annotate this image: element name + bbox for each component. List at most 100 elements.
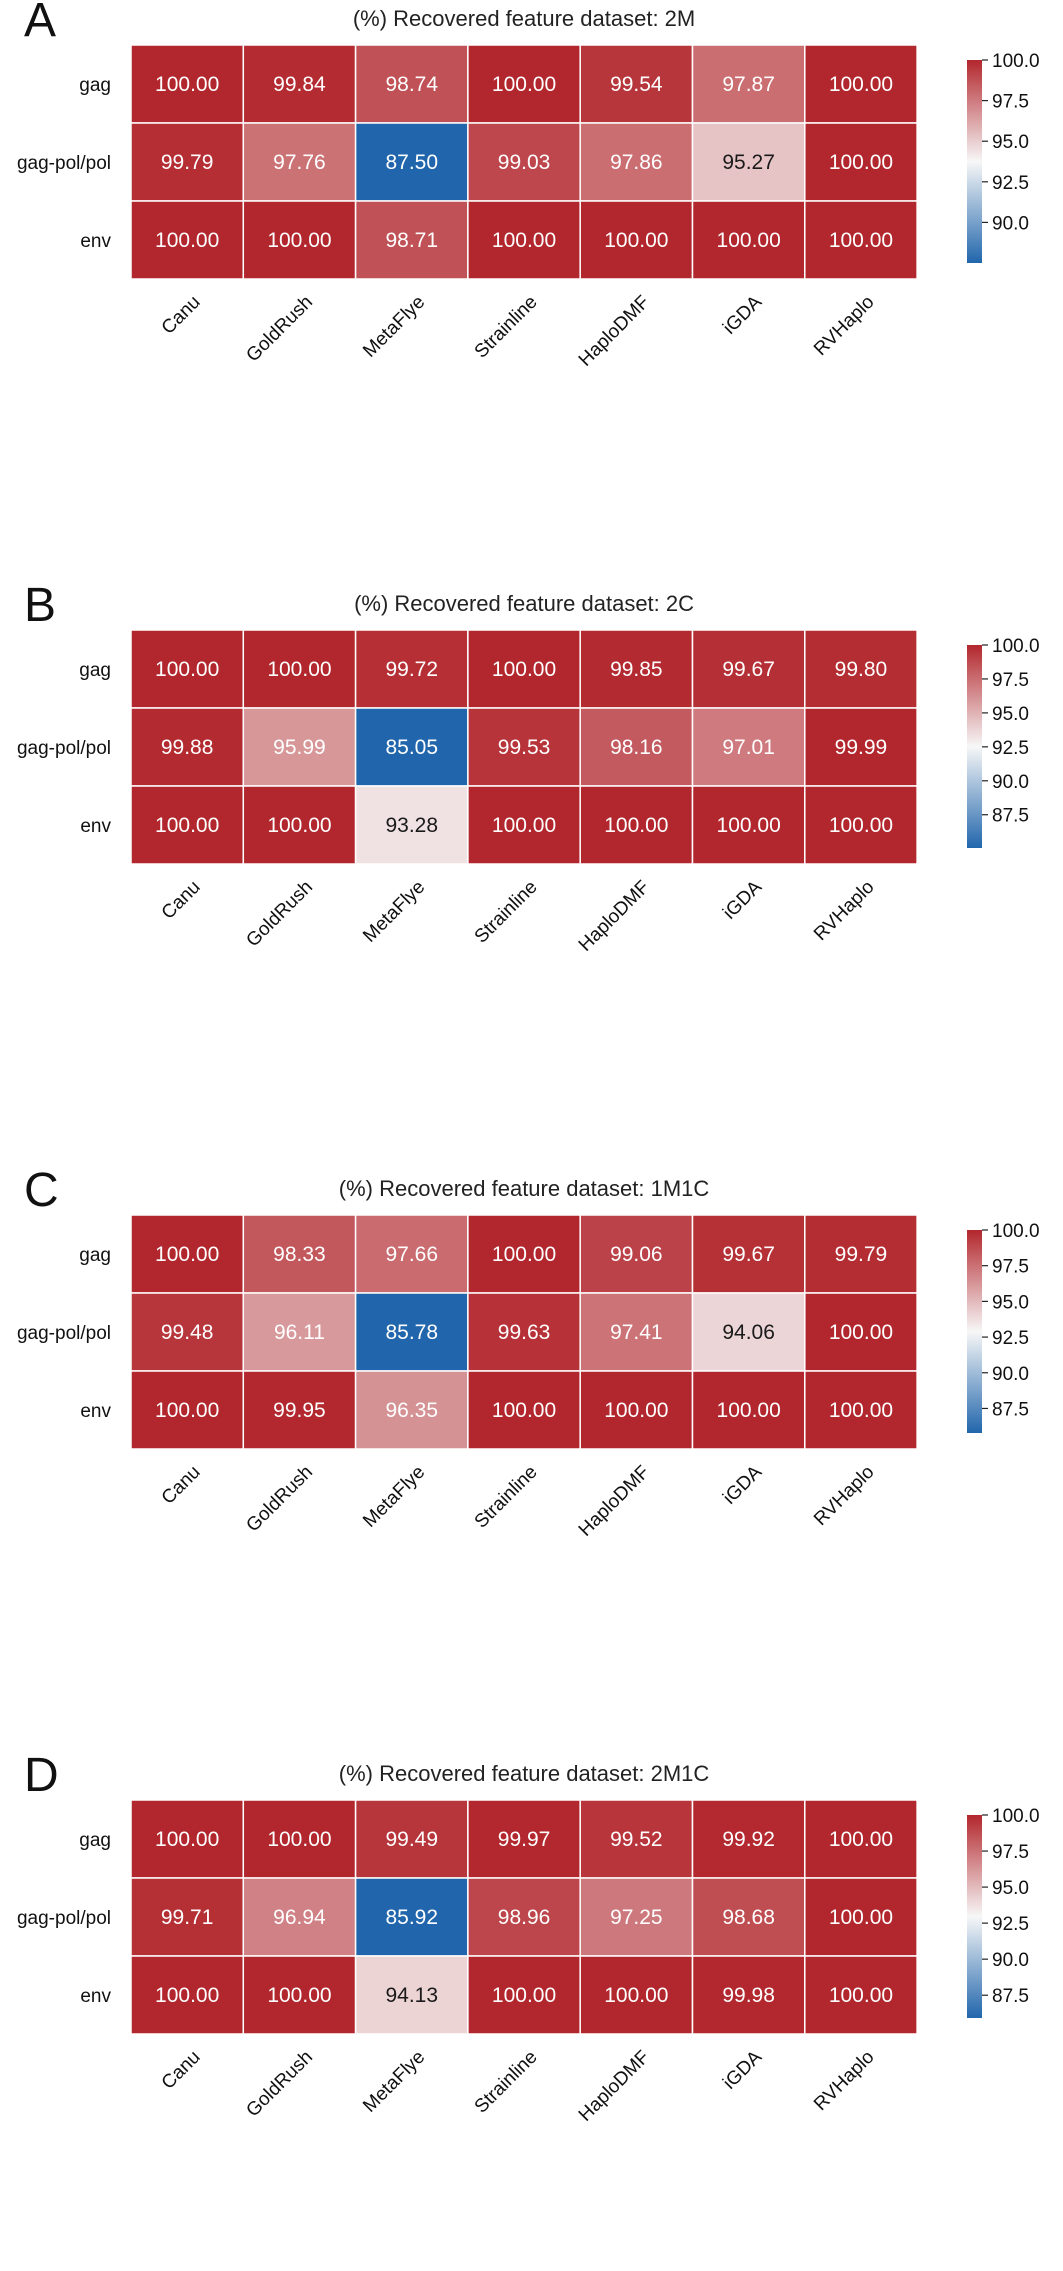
cell-value-label: 100.00 — [492, 73, 556, 96]
heatmap-cell — [354, 629, 469, 709]
heatmap-cell — [691, 44, 806, 124]
column-label: iGDA — [719, 1461, 766, 1508]
heatmap-cell — [691, 200, 806, 280]
panel-label: B — [24, 579, 56, 632]
colorbar-tick-label: 95.0 — [992, 704, 1029, 725]
colorbar-tick-label: 87.5 — [992, 1986, 1029, 2007]
cell-value-label: 97.25 — [610, 1906, 663, 1929]
heatmap-cell — [579, 1877, 694, 1957]
cell-value-label: 100.00 — [492, 1399, 556, 1422]
cell-value-label: 100.00 — [829, 229, 893, 252]
row-label: gag — [79, 1830, 111, 1851]
column-label: Strainline — [471, 877, 542, 948]
heatmap-cell — [242, 200, 357, 280]
cell-value-label: 85.05 — [385, 736, 438, 759]
heatmap-panel-d: D (%) Recovered feature dataset: 2M1C 100.… — [17, 1749, 1040, 2126]
colorbar-tick-label: 92.5 — [992, 738, 1029, 759]
cell-value-label: 99.67 — [722, 658, 775, 681]
cell-value-label: 99.63 — [498, 1321, 551, 1344]
cell-value-label: 99.80 — [835, 658, 888, 681]
cell-value-label: 94.13 — [385, 1984, 438, 2007]
cell-value-label: 100.00 — [829, 73, 893, 96]
heatmap-cell — [242, 44, 357, 124]
cell-value-label: 85.92 — [385, 1906, 438, 1929]
heatmap-cell — [467, 1799, 581, 1879]
column-label: MetaFlye — [359, 292, 429, 362]
colorbar-tick-label: 100.0 — [992, 1221, 1040, 1242]
colorbar-tick-label: 100.0 — [992, 1806, 1040, 1827]
row-label: gag-pol/pol — [17, 153, 111, 174]
cell-value-label: 96.35 — [385, 1399, 438, 1422]
colorbar — [967, 1230, 982, 1433]
row-label: gag — [79, 75, 111, 96]
cell-value-label: 98.96 — [498, 1906, 551, 1929]
heatmap-cell — [467, 785, 581, 865]
cell-value-label: 100.00 — [155, 73, 219, 96]
heatmap-cell — [467, 1214, 581, 1294]
colorbar-tick-label: 97.5 — [992, 1842, 1029, 1863]
column-label: Strainline — [471, 292, 542, 363]
colorbar-tick-label: 92.5 — [992, 1328, 1029, 1349]
cell-value-label: 100.00 — [155, 1984, 219, 2007]
heatmap-cell — [804, 785, 918, 865]
cell-value-label: 100.00 — [604, 814, 668, 837]
heatmap-cell — [242, 707, 357, 787]
heatmap-cell — [467, 629, 581, 709]
heatmap-cell — [579, 1370, 694, 1450]
cell-value-label: 99.85 — [610, 658, 663, 681]
cell-value-label: 99.03 — [498, 151, 551, 174]
cell-value-label: 99.71 — [161, 1906, 214, 1929]
cell-value-label: 99.98 — [722, 1984, 775, 2007]
heatmap-cell — [579, 1214, 694, 1294]
cell-value-label: 99.99 — [835, 736, 888, 759]
cell-value-label: 100.00 — [604, 229, 668, 252]
cell-value-label: 100.00 — [829, 1321, 893, 1344]
cell-value-label: 100.00 — [829, 1984, 893, 2007]
heatmap-cell — [130, 707, 245, 787]
row-label: env — [80, 816, 111, 837]
heatmap-cell — [130, 1799, 245, 1879]
column-label: MetaFlye — [359, 1462, 429, 1532]
cell-value-label: 99.88 — [161, 736, 214, 759]
heatmap-cell — [354, 1292, 469, 1372]
cell-value-label: 100.00 — [717, 814, 781, 837]
colorbar-tick-label: 97.5 — [992, 1257, 1029, 1278]
heatmap-cell — [130, 1214, 245, 1294]
heatmap-cell — [579, 629, 694, 709]
row-label: env — [80, 1986, 111, 2007]
column-label: Strainline — [471, 1462, 542, 1533]
column-label: GoldRush — [242, 1462, 317, 1537]
cell-value-label: 100.00 — [267, 1984, 331, 2007]
heatmap-cell — [130, 122, 245, 202]
column-label: GoldRush — [242, 877, 317, 952]
cell-value-label: 97.87 — [722, 73, 775, 96]
chart-title: (%) Recovered feature dataset: 2C — [354, 591, 694, 616]
cell-value-label: 87.50 — [385, 151, 438, 174]
chart-title: (%) Recovered feature dataset: 2M — [353, 6, 695, 31]
heatmap-cell — [130, 785, 245, 865]
chart-title: (%) Recovered feature dataset: 2M1C — [339, 1761, 710, 1786]
row-label: gag — [79, 1245, 111, 1266]
cell-value-label: 95.27 — [722, 151, 775, 174]
heatmap-cell — [691, 785, 806, 865]
colorbar-tick-label: 87.5 — [992, 806, 1029, 827]
row-label: env — [80, 1401, 111, 1422]
heatmap-panel-b: B (%) Recovered feature dataset: 2C 100.00… — [17, 579, 1040, 956]
cell-value-label: 98.71 — [385, 229, 438, 252]
heatmap-cell — [804, 1799, 918, 1879]
column-label: HaploDMF — [575, 877, 654, 956]
cell-value-label: 99.53 — [498, 736, 551, 759]
heatmap-cell — [691, 1877, 806, 1957]
cell-value-label: 100.00 — [829, 151, 893, 174]
column-label: Canu — [158, 877, 205, 924]
heatmap-cell — [354, 44, 469, 124]
heatmap-cell — [691, 707, 806, 787]
cell-value-label: 99.79 — [161, 151, 214, 174]
cell-value-label: 85.78 — [385, 1321, 438, 1344]
column-label: Canu — [158, 1462, 205, 1509]
column-label: iGDA — [719, 2046, 766, 2093]
colorbar-tick-label: 95.0 — [992, 1292, 1029, 1313]
cell-value-label: 100.00 — [829, 1828, 893, 1851]
cell-value-label: 100.00 — [717, 1399, 781, 1422]
heatmap-cell — [467, 1292, 581, 1372]
